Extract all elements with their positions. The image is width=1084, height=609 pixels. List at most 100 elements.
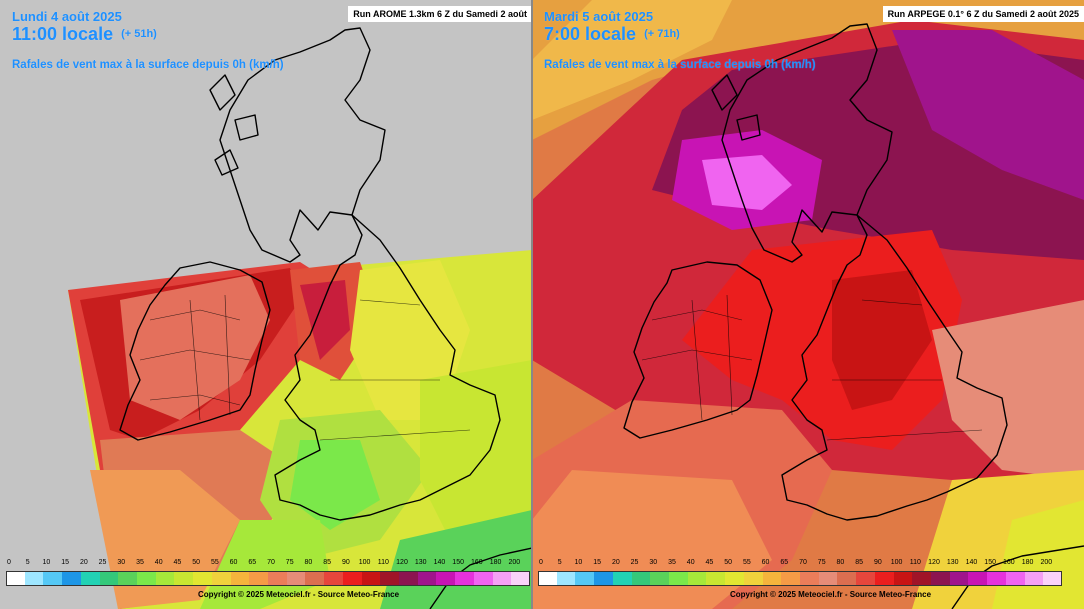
panel-divider [531,0,533,609]
legend-swatch [949,571,969,586]
legend-tick-label: 160 [471,559,483,566]
legend-tick-label: 70 [799,559,807,566]
legend-swatch [800,571,820,586]
legend-tick-label: 60 [761,559,770,566]
legend-swatch [286,571,306,586]
legend-tick-label: 85 [855,559,864,566]
legend-swatch [24,571,44,586]
legend-tick-label: 120 [928,559,940,566]
legend-swatch [575,571,595,586]
legend-tick-label: 70 [267,559,275,566]
legend-swatch [174,571,194,586]
legend-tick-label: 20 [79,559,88,566]
legend-tick-label: 160 [1003,559,1015,566]
legend-swatch [743,571,764,586]
legend-swatch [781,571,801,586]
color-legend: 0 5 10 15 20 25 30 35 40 45 50 55 60 65 70 75 80 85 90 100 1… [538,559,1063,587]
legend-swatch [874,571,895,586]
legend-tick-label: 100 [358,559,371,566]
legend-swatch [968,571,988,586]
forecast-time: 11:00 locale (+ 51h) [12,24,157,45]
legend-swatch [725,571,745,586]
legend-swatch [912,571,932,586]
legend-tick-label: 20 [611,559,620,566]
legend-swatch [594,571,614,586]
arome-map-panel: Lundi 4 août 2025 11:00 locale (+ 51h) Ra… [0,0,532,609]
legend-tick-label: 25 [98,559,107,566]
legend-tick-label: 35 [136,559,144,566]
legend-swatch [342,571,363,586]
legend-swatch [669,571,689,586]
legend-tick-label: 40 [686,559,695,566]
legend-tick-label: 180 [1021,559,1034,566]
legend-swatch [99,571,119,586]
legend-swatch [137,571,157,586]
legend-swatch [305,571,325,586]
legend-tick-label: 80 [304,559,313,566]
legend-swatch [361,571,381,586]
legend-swatch [706,571,726,586]
forecast-time-value: 11:00 locale [12,24,114,44]
parameter-label: Rafales de vent max à la surface depuis … [12,59,284,71]
arpege-map-panel: Mardi 5 août 2025 7:00 locale (+ 71h) Raf… [532,0,1084,609]
legend-tick-label: 90 [873,559,882,566]
legend-swatch [931,571,951,586]
legend-tick-label: 0 [7,559,11,566]
legend-tick-label: 35 [668,559,676,566]
legend-tick-label: 100 [890,559,903,566]
legend-swatch [211,571,232,586]
legend-swatch [455,571,475,586]
legend-swatch [399,571,419,586]
legend-tick-label: 65 [248,559,257,566]
forecast-time: 7:00 locale (+ 71h) [544,24,680,45]
legend-swatch [762,571,782,586]
legend-swatch [650,571,670,586]
legend-tick-label: 5 [25,559,30,566]
legend-tick-label: 55 [210,559,219,566]
legend-tick-label: 90 [341,559,350,566]
legend-tick-label: 60 [229,559,238,566]
legend-swatch [230,571,250,586]
legend-swatch [631,571,651,586]
arpege-wind-gust-field [532,0,1084,609]
legend-tick-label: 130 [946,559,959,566]
copyright: Copyright © 2025 Meteociel.fr - Source M… [198,590,400,599]
legend-swatch [268,571,288,586]
legend-swatch [62,571,82,586]
legend-tick-label: 150 [984,559,996,566]
legend-swatch [155,571,175,586]
legend-tick-label: 80 [836,559,845,566]
legend-tick-label: 55 [742,559,751,566]
forecast-lead: (+ 51h) [121,28,157,40]
legend-tick-label: 50 [724,559,733,566]
legend-tick-label: 40 [154,559,163,566]
forecast-date: Lundi 4 août 2025 [12,9,122,24]
legend-tick-label: 5 [557,559,562,566]
legend-swatch [324,571,344,586]
legend-tick-label: 10 [574,559,583,566]
legend-swatch [687,571,707,586]
legend-tick-label: 140 [965,559,978,566]
legend-swatch [6,571,26,586]
legend-tick-label: 140 [433,559,446,566]
legend-tick-label: 130 [414,559,427,566]
legend-tick-label: 200 [1040,559,1053,566]
model-run-label: Run AROME 1.3km 6 Z du Samedi 2 août [348,6,532,22]
legend-tick-label: 150 [452,559,464,566]
legend-tick-label: 75 [817,559,826,566]
legend-swatch [837,571,857,586]
legend-tick-label: 25 [630,559,639,566]
legend-swatch [118,571,138,586]
legend-swatch [511,571,531,586]
arome-wind-gust-field [68,27,532,609]
legend-tick-label: 30 [117,559,126,566]
model-run-label: Run ARPEGE 0.1° 6 Z du Samedi 2 août 202… [882,6,1084,22]
legend-swatch [556,571,576,586]
legend-tick-label: 75 [285,559,294,566]
legend-tick-label: 85 [323,559,332,566]
legend-tick-label: 200 [508,559,521,566]
parameter-label: Rafales de vent max à la surface depuis … [544,59,816,71]
forecast-date: Mardi 5 août 2025 [544,9,654,24]
legend-swatch [473,571,494,586]
legend-swatch [436,571,456,586]
